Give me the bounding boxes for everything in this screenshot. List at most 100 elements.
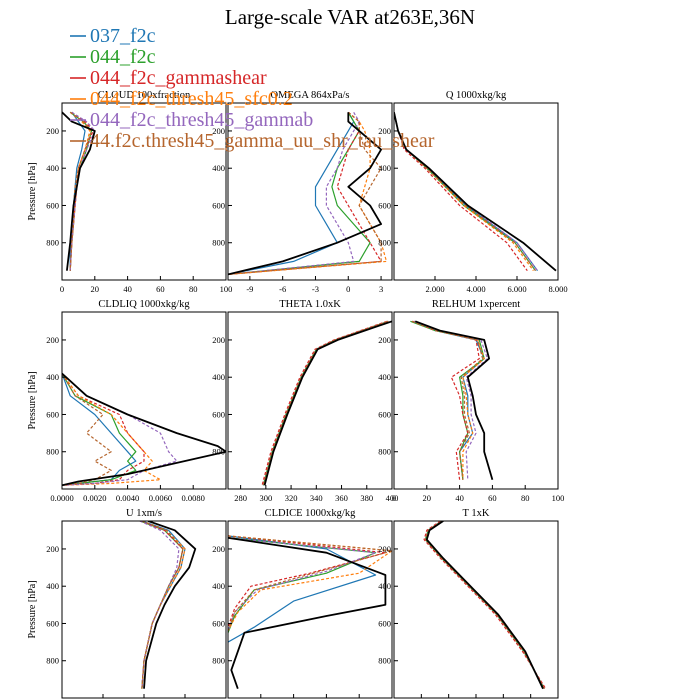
y-tick-label: 400: [46, 581, 59, 591]
x-tick-label: 0.0060: [149, 493, 172, 503]
y-tick-label: 200: [212, 335, 225, 345]
y-tick-label: 600: [46, 200, 59, 210]
x-tick-label: 320: [285, 493, 298, 503]
y-tick-label: 400: [378, 372, 391, 382]
series-line-5: [394, 112, 536, 272]
x-tick-label: 360: [335, 493, 348, 503]
series-line-3: [62, 373, 161, 486]
x-tick-label: 380: [360, 493, 373, 503]
panel-title: T 1xK: [463, 508, 490, 519]
series-line-1: [228, 537, 377, 634]
y-tick-label: 800: [212, 238, 225, 248]
series-line-0: [424, 521, 545, 689]
series-line-4: [228, 111, 360, 275]
panel-9: T 1xK180200220240260280300200400600800: [378, 508, 559, 699]
y-tick-label: 800: [212, 447, 225, 457]
y-tick-label: 400: [212, 372, 225, 382]
y-tick-label: 600: [212, 618, 225, 628]
series-line-4: [228, 537, 377, 632]
x-tick-label: 400: [386, 493, 399, 503]
panel-title: CLOUD 100xfraction: [98, 90, 191, 101]
panel-4: CLDLIQ 1000xkg/kg Pressure [hPa] 0.0000 0.0…: [27, 299, 227, 503]
series-line-6: [228, 536, 387, 689]
x-tick-label: 0.0000: [50, 493, 73, 503]
figure-title: Large-scale VAR at263E,36N: [225, 5, 475, 29]
legend-item: 037_f2c: [90, 25, 156, 47]
y-tick-label: 200: [46, 335, 59, 345]
series-line-4: [413, 320, 489, 480]
series-line-1: [424, 521, 545, 689]
series-line-3: [228, 111, 388, 275]
series-line-0: [228, 535, 377, 643]
y-tick-label: 400: [212, 163, 225, 173]
x-tick-label: 100: [552, 493, 565, 503]
panel-title: CLDLIQ 1000xkg/kg: [98, 299, 190, 310]
series-line-6: [394, 112, 557, 272]
x-tick-label: 100: [220, 284, 233, 294]
y-tick-label: 600: [212, 409, 225, 419]
y-tick-label: 400: [378, 581, 391, 591]
series-line-3: [69, 111, 91, 271]
x-tick-label: 0.0080: [182, 493, 205, 503]
legend-item: 044_f2c_gammashear: [90, 67, 267, 89]
plot-frame: [393, 311, 559, 490]
x-tick-label: 8.000: [548, 284, 567, 294]
y-tick-label: 600: [378, 200, 391, 210]
x-tick-label: 3: [379, 284, 383, 294]
legend: 037_f2c044_f2c044_f2c_gammashear044_f2c_…: [70, 25, 435, 152]
series-line-6: [143, 521, 197, 689]
series-line-3: [424, 521, 545, 689]
x-tick-label: -6: [279, 284, 286, 294]
series-line-1: [228, 111, 371, 275]
x-tick-label: 0: [392, 493, 396, 503]
x-tick-label: 80: [521, 493, 530, 503]
series-line-5: [424, 521, 545, 689]
x-tick-label: 80: [189, 284, 198, 294]
x-tick-label: 2.000: [425, 284, 444, 294]
y-tick-label: 800: [378, 238, 391, 248]
panel-6: RELHUM 1xpercent 0 20 40 60 80 100 200 400 600 800: [378, 299, 564, 503]
plot-frame: [61, 311, 227, 490]
x-tick-label: 4.000: [466, 284, 485, 294]
series-line-6: [414, 320, 494, 480]
x-tick-label: 40: [123, 284, 132, 294]
x-tick-label: 20: [91, 284, 100, 294]
plot-frame: [61, 520, 227, 699]
plot-frame: [227, 520, 393, 699]
series-line-2: [411, 320, 480, 480]
y-axis-label: Pressure [hPa]: [27, 162, 38, 220]
panel-title: RELHUM 1xpercent: [432, 299, 520, 310]
plot-frame: [61, 102, 227, 281]
x-tick-label: 20: [423, 493, 432, 503]
y-tick-label: 400: [46, 372, 59, 382]
legend-item: 044_f2c_thresh45_gammab: [90, 109, 313, 131]
y-tick-label: 200: [378, 126, 391, 136]
series-line-2: [423, 521, 547, 690]
legend-item: 44.f2c.thresh45_gamma_uu_shr_tau_shear: [90, 130, 435, 152]
x-tick-label: 40: [455, 493, 464, 503]
x-tick-label: 0: [346, 284, 350, 294]
series-line-2: [394, 112, 528, 272]
plot-frame: [393, 520, 559, 699]
series-line-5: [262, 320, 389, 486]
x-tick-label: 340: [310, 493, 323, 503]
x-tick-label: 0: [60, 284, 64, 294]
y-tick-label: 600: [212, 200, 225, 210]
y-tick-label: 400: [46, 163, 59, 173]
y-tick-label: 800: [46, 447, 59, 457]
y-tick-label: 200: [46, 126, 59, 136]
y-tick-label: 400: [212, 581, 225, 591]
x-tick-label: -3: [312, 284, 319, 294]
series-line-2: [228, 535, 386, 628]
series-line-5: [411, 320, 484, 480]
y-tick-label: 200: [378, 335, 391, 345]
x-tick-label: 280: [234, 493, 247, 503]
series-line-5: [69, 111, 93, 271]
x-tick-label: 300: [259, 493, 272, 503]
y-tick-label: 800: [46, 238, 59, 248]
panel-title: U 1xm/s: [126, 508, 162, 519]
x-tick-label: 60: [488, 493, 497, 503]
panel-title: CLDICE 1000xkg/kg: [265, 508, 356, 519]
y-tick-label: 200: [46, 544, 59, 554]
